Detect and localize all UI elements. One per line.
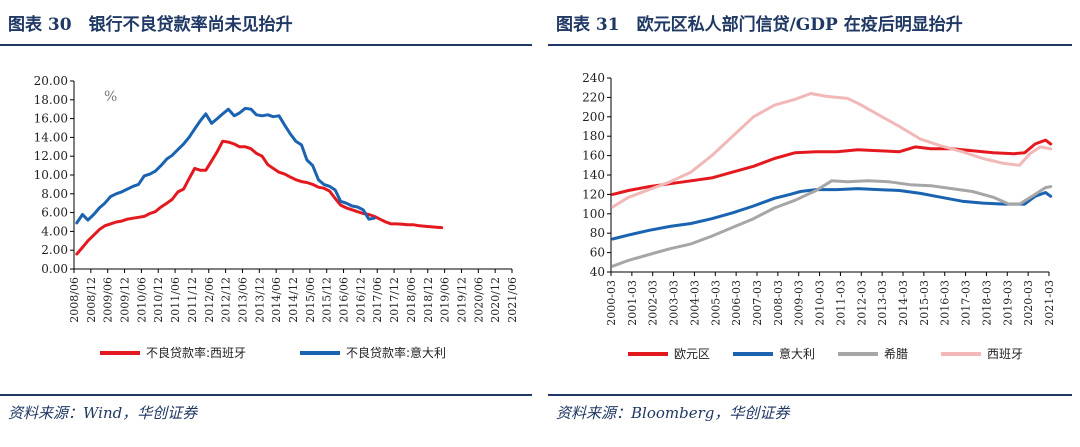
y-tick-label: 20.00 (34, 74, 68, 88)
y-tick-label: 80 (590, 226, 605, 240)
x-tick-label: 2019-03 (1001, 280, 1014, 326)
series-line-2 (75, 106, 376, 225)
x-tick-label: 2014-03 (897, 280, 910, 326)
title-divider (0, 44, 532, 46)
y-tick-label: 220 (582, 90, 605, 104)
x-tick-label: 2018/06 (405, 277, 418, 323)
chart-title: 图表 31 欧元区私人部门信贷/GDP 在疫后明显抬升 (556, 15, 963, 35)
y-tick-label: 2.00 (41, 243, 68, 257)
x-tick-label: 2008/06 (68, 277, 81, 323)
y-tick-label: 0.00 (41, 262, 68, 276)
title-divider (548, 44, 1072, 46)
x-tick-label: 2020/06 (472, 277, 485, 323)
y-tick-label: 6.00 (41, 206, 68, 220)
legend-label: 西班牙 (987, 347, 1023, 361)
y-tick-label: 12.00 (34, 149, 68, 163)
x-tick-label: 2009-03 (793, 280, 806, 326)
y-tick-label: 4.00 (41, 224, 68, 238)
x-tick-label: 2021/06 (506, 277, 519, 323)
x-tick-label: 2016/06 (338, 277, 351, 323)
y-tick-label: 60 (590, 246, 605, 260)
x-tick-label: 2005-03 (709, 280, 722, 326)
x-tick-label: 2017/06 (371, 277, 384, 323)
x-tick-label: 2009/12 (119, 277, 132, 323)
x-tick-label: 2011-03 (834, 280, 847, 326)
x-tick-label: 2017-03 (960, 280, 973, 326)
x-tick-label: 2001-03 (626, 280, 639, 326)
x-tick-label: 2018-03 (980, 280, 993, 326)
series-line-3 (611, 179, 1053, 268)
y-tick-label: 160 (582, 149, 605, 163)
source-note: 资料来源：Wind，华创证券 (8, 404, 198, 422)
y-tick-label: 40 (590, 265, 605, 279)
chart-title: 图表 30 银行不良贷款率尚未见抬升 (8, 15, 293, 35)
left-panel: 图表 30 银行不良贷款率尚未见抬升 0.00 2.00 4.00 6.00 8.00 1… (0, 15, 532, 422)
source-divider (0, 394, 532, 396)
x-tick-label: 2010-03 (814, 280, 827, 326)
x-tick-label: 2010/12 (152, 277, 165, 323)
x-tick-label: 2007-03 (751, 280, 764, 326)
x-tick-label: 2014/12 (287, 277, 300, 323)
x-tick-label: 2013-03 (876, 280, 889, 326)
left-chart: 0.00 2.00 4.00 6.00 8.00 10.00 12.00 14.00 16.00… (34, 74, 519, 360)
x-tick-label: 2015/12 (321, 277, 334, 323)
x-tick-label: 2014/06 (270, 277, 283, 323)
legend-label: 欧元区 (674, 347, 710, 361)
x-tick-label: 2013/06 (236, 277, 249, 323)
series-line-1 (611, 138, 1053, 196)
right-panel: 图表 31 欧元区私人部门信贷/GDP 在疫后明显抬升 40 60 80 100 120… (548, 0, 1080, 447)
source-note: 资料来源：Bloomberg，华创证券 (556, 404, 790, 422)
x-tick-label: 2000-03 (605, 280, 618, 326)
series-line-1 (75, 139, 444, 256)
y-tick-label: 18.00 (34, 93, 68, 107)
x-tick-label: 2008-03 (772, 280, 785, 326)
y-tick-label: 16.00 (34, 112, 68, 126)
x-tick-label: 2011/12 (186, 277, 199, 323)
x-tick-label: 2018/12 (422, 277, 435, 323)
x-tick-label: 2020-03 (1022, 280, 1035, 326)
legend-label: 不良贷款率:意大利 (346, 345, 446, 360)
y-tick-label: 140 (582, 168, 605, 182)
x-tick-label: 2020/12 (489, 277, 502, 323)
legend-label: 意大利 (779, 346, 815, 361)
x-tick-label: 2009/06 (102, 277, 115, 323)
y-tick-label: 8.00 (41, 187, 68, 201)
y-tick-label: 10.00 (34, 168, 68, 182)
x-tick-label: 2017/12 (388, 277, 401, 323)
y-tick-label: 200 (582, 110, 605, 124)
x-tick-label: 2016-03 (939, 280, 952, 326)
source-divider (548, 394, 1072, 396)
x-tick-label: 2016/12 (354, 277, 367, 323)
y-tick-label: 180 (582, 129, 605, 143)
x-tick-label: 2015-03 (918, 280, 931, 326)
x-tick-label: 2019/12 (455, 277, 468, 323)
legend-label: 希腊 (884, 346, 908, 361)
y-tick-label: 120 (582, 187, 605, 201)
unit-label: % (104, 89, 117, 105)
legend-label: 不良贷款率:西班牙 (146, 345, 246, 360)
x-tick-label: 2008/12 (85, 277, 98, 323)
x-tick-label: 2021-03 (1043, 280, 1056, 326)
x-tick-label: 2002-03 (647, 280, 660, 326)
x-tick-label: 2012/12 (220, 277, 233, 323)
x-tick-label: 2013/12 (253, 277, 266, 323)
y-tick-label: 14.00 (34, 130, 68, 144)
x-tick-label: 2011/06 (169, 277, 182, 323)
x-tick-label: 2019/06 (439, 277, 452, 323)
x-tick-label: 2012-03 (855, 280, 868, 326)
x-tick-label: 2010/06 (135, 277, 148, 323)
x-tick-label: 2003-03 (668, 280, 681, 326)
x-tick-label: 2015/06 (304, 277, 317, 323)
x-tick-label: 2012/06 (203, 277, 216, 323)
x-tick-label: 2006-03 (730, 280, 743, 326)
series-line-2 (611, 187, 1053, 241)
series-line-4 (611, 92, 1053, 209)
x-tick-label: 2004-03 (688, 280, 701, 326)
y-tick-label: 240 (582, 71, 605, 85)
right-chart: 40 60 80 100 120 140 160 180 200 220 240 2000-03 200… (582, 71, 1056, 361)
y-tick-label: 100 (582, 207, 605, 221)
